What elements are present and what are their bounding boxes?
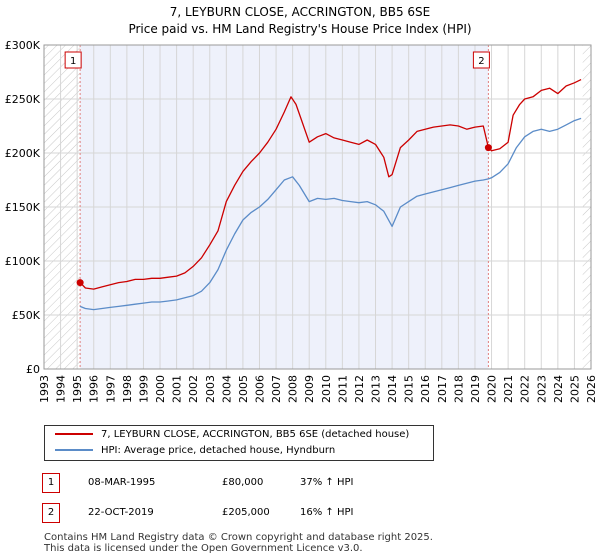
x-tick-label: 2001 <box>171 375 184 403</box>
x-tick-label: 2007 <box>270 375 283 403</box>
x-tick-label: 2022 <box>519 375 532 403</box>
x-tick-label: 2025 <box>568 375 581 403</box>
sale-hpi-change: 16% ↑ HPI <box>300 507 354 518</box>
sale-marker-badge: 1 <box>42 473 60 493</box>
x-tick-label: 2008 <box>287 375 300 403</box>
x-tick-label: 2024 <box>552 375 565 403</box>
sale-point <box>484 144 492 152</box>
x-tick-label: 2000 <box>154 375 167 403</box>
legend-label-hpi: HPI: Average price, detached house, Hynd… <box>101 445 336 456</box>
sale-marker-badge <box>472 51 490 69</box>
x-tick-label: 2026 <box>585 375 598 403</box>
x-tick-label: 2020 <box>486 375 499 403</box>
plot-frame <box>43 44 592 370</box>
sale-marker-badge <box>64 51 82 69</box>
x-tick-label: 2019 <box>469 375 482 403</box>
legend-swatch-blue <box>55 449 93 451</box>
x-tick-label: 1997 <box>104 375 117 403</box>
legend-label-property: 7, LEYBURN CLOSE, ACCRINGTON, BB5 6SE (d… <box>101 429 410 440</box>
subtitle-line: Price paid vs. HM Land Registry's House … <box>128 22 472 36</box>
y-tick-label: £0 <box>26 363 40 376</box>
sale-date: 08-MAR-1995 <box>88 477 156 488</box>
x-tick-label: 2011 <box>336 375 349 403</box>
x-tick-label: 2004 <box>220 375 233 403</box>
x-tick-label: 2021 <box>502 375 515 403</box>
y-tick-label: £100K <box>5 255 41 268</box>
sale-hpi-change: 37% ↑ HPI <box>300 477 354 488</box>
x-tick-label: 2017 <box>436 375 449 403</box>
sale-price: £80,000 <box>222 477 264 488</box>
sale-marker-label: 2 <box>478 56 484 67</box>
sale-marker-label: 1 <box>70 56 76 67</box>
property-series-line <box>79 79 582 290</box>
y-tick-label: £250K <box>5 93 41 106</box>
x-tick-label: 2002 <box>187 375 200 403</box>
x-tick-label: 2015 <box>403 375 416 403</box>
x-tick-label: 2006 <box>253 375 266 403</box>
footer-copyright: Contains HM Land Registry data © Crown c… <box>44 532 433 543</box>
sale-date: 22-OCT-2019 <box>88 507 154 518</box>
legend-item-property: 7, LEYBURN CLOSE, ACCRINGTON, BB5 6SE (d… <box>55 427 409 443</box>
x-tick-label: 1993 <box>38 375 51 403</box>
x-tick-label: 2012 <box>353 375 366 403</box>
title-line: 7, LEYBURN CLOSE, ACCRINGTON, BB5 6SE <box>169 5 431 19</box>
x-tick-label: 2003 <box>204 375 217 403</box>
footer-licence: This data is licensed under the Open Gov… <box>44 543 363 554</box>
x-tick-label: 1999 <box>137 375 150 403</box>
x-tick-label: 1996 <box>88 375 101 403</box>
legend-swatch-red <box>55 433 93 435</box>
sale-point <box>76 279 84 287</box>
x-tick-label: 2013 <box>370 375 383 403</box>
chart-title: 7, LEYBURN CLOSE, ACCRINGTON, BB5 6SE Pr… <box>0 4 600 38</box>
x-tick-label: 2018 <box>452 375 465 403</box>
legend: 7, LEYBURN CLOSE, ACCRINGTON, BB5 6SE (d… <box>44 425 434 461</box>
x-tick-label: 2016 <box>419 375 432 403</box>
legend-item-hpi: HPI: Average price, detached house, Hynd… <box>55 443 335 459</box>
x-tick-label: 2023 <box>535 375 548 403</box>
x-tick-label: 2005 <box>237 375 250 403</box>
y-tick-label: £50K <box>12 309 41 322</box>
footer: Contains HM Land Registry data © Crown c… <box>44 532 433 554</box>
y-tick-label: £150K <box>5 201 41 214</box>
y-tick-label: £200K <box>5 147 41 160</box>
y-tick-label: £300K <box>5 39 41 52</box>
x-tick-label: 1995 <box>71 375 84 403</box>
sale-price: £205,000 <box>222 507 270 518</box>
x-tick-label: 2009 <box>303 375 316 403</box>
x-tick-label: 2010 <box>320 375 333 403</box>
x-tick-label: 2014 <box>386 375 399 403</box>
x-tick-label: 1994 <box>55 375 68 403</box>
x-tick-label: 1998 <box>121 375 134 403</box>
sale-marker-badge: 2 <box>42 503 60 523</box>
hpi-series-line <box>79 117 582 311</box>
